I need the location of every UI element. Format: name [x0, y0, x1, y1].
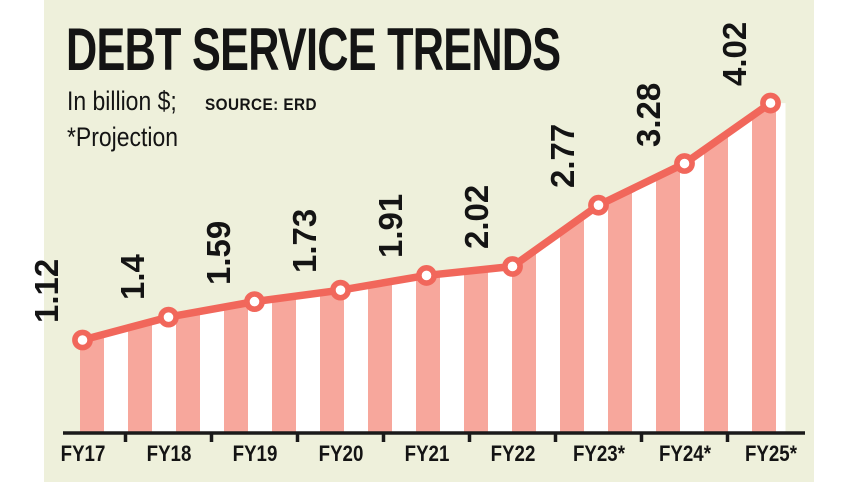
area-fill [80, 103, 786, 432]
data-point-marker [330, 279, 351, 301]
unit-label: In billion $; [67, 86, 177, 116]
category-label: FY17 [60, 441, 105, 466]
data-point-marker [244, 291, 265, 312]
value-label: 4.02 [716, 21, 753, 87]
data-point-marker [760, 92, 781, 114]
value-label: 1.73 [286, 208, 323, 274]
category-label: FY19 [232, 441, 277, 466]
value-label: 1.59 [200, 220, 237, 285]
category-label: FY20 [318, 441, 363, 466]
data-point-marker [416, 265, 437, 286]
data-point-marker [502, 256, 523, 277]
value-label: 2.77 [544, 123, 581, 189]
data-point-marker [158, 306, 179, 328]
value-label: 2.02 [458, 185, 495, 250]
category-label: FY25* [744, 441, 797, 466]
value-label: 1.91 [372, 194, 409, 259]
category-label: FY24* [658, 441, 711, 466]
value-label: 1.4 [114, 254, 151, 301]
projection-note: *Projection [67, 122, 178, 152]
value-label: 1.12 [28, 258, 65, 323]
category-label: FY23* [572, 441, 625, 466]
data-point-marker [72, 329, 93, 351]
category-label: FY22 [490, 441, 535, 466]
value-label: 3.28 [630, 82, 667, 147]
data-point-marker [674, 153, 695, 174]
source-label: SOURCE: ERD [205, 95, 318, 114]
subtitle-row: In billion $; SOURCE: ERD [67, 88, 330, 115]
data-point-marker [588, 194, 609, 216]
page-title: DEBT SERVICE TRENDS [66, 16, 561, 83]
category-label: FY18 [146, 441, 191, 466]
category-label: FY21 [404, 441, 449, 466]
